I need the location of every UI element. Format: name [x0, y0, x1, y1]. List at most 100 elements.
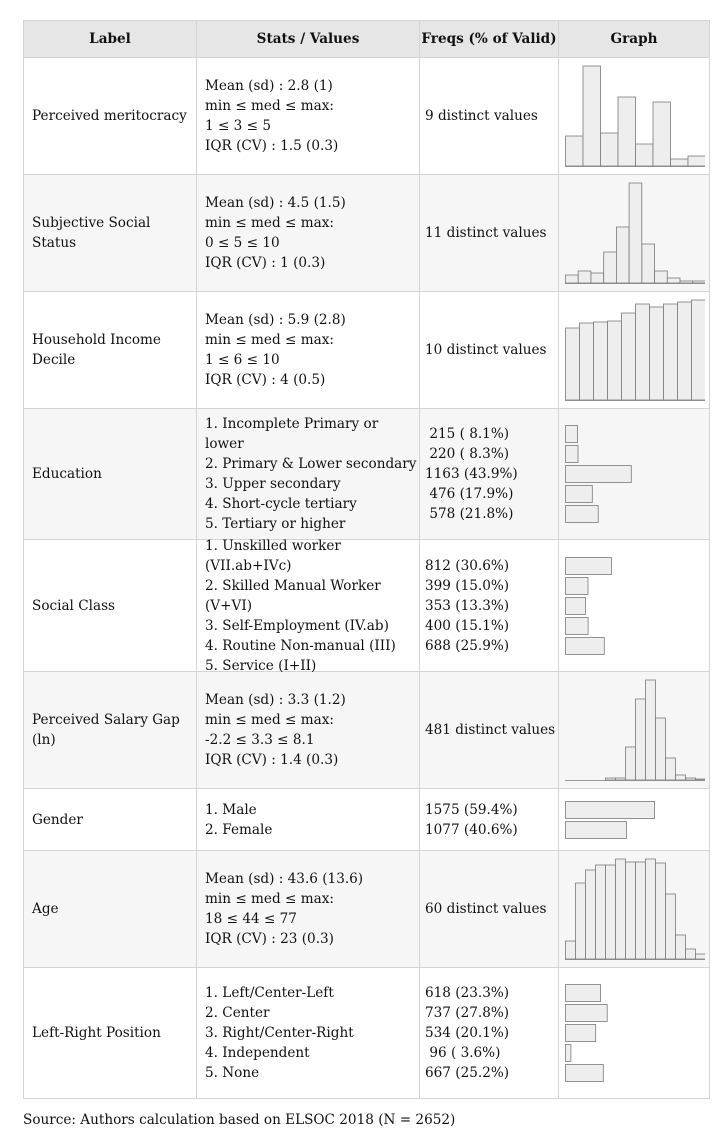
stats-cell: Mean (sd) : 2.8 (1) min ≤ med ≤ max: 1 ≤ 3…	[196, 58, 419, 174]
stats-line: IQR (CV) : 4 (0.5)	[205, 372, 326, 388]
freq-line: 96 ( 3.6%)	[425, 1045, 501, 1061]
freq-line: 11 distinct values	[425, 225, 547, 241]
stats-line: 0 ≤ 5 ≤ 10	[205, 235, 280, 251]
freq-bar	[565, 800, 655, 819]
histogram	[565, 679, 705, 781]
stats-line: Mean (sd) : 4.5 (1.5)	[205, 195, 346, 211]
histogram-bar	[605, 864, 616, 960]
stats-line: 4. Short-cycle tertiary	[205, 496, 357, 512]
histogram-bar	[565, 135, 584, 167]
histogram-bar	[649, 306, 664, 401]
histogram-bar	[617, 96, 636, 167]
freq-line: 578 (21.8%)	[425, 506, 514, 522]
histogram-bar	[685, 948, 696, 960]
histogram-bar	[663, 303, 678, 401]
histogram-bar	[652, 101, 671, 167]
summary-table: Label Stats / Values Freqs (% of Valid) …	[23, 20, 710, 1099]
freq-bar	[565, 1004, 608, 1022]
histogram-bar	[679, 280, 694, 284]
graph-cell	[558, 292, 710, 408]
freqs-cell: 812 (30.6%) 399 (15.0%) 353 (13.3%) 400 (15…	[419, 540, 558, 671]
histogram-bar	[603, 251, 617, 284]
stats-line: min ≤ med ≤ max:	[205, 712, 334, 728]
stats-line: 1. Male	[205, 801, 257, 818]
freq-line: 9 distinct values	[425, 108, 538, 124]
table-row: Perceived Salary Gap (ln) Mean (sd) : 3.3…	[23, 672, 710, 789]
stats-line: 5. Tertiary or higher	[205, 516, 346, 532]
variable-label: Perceived meritocracy	[23, 58, 196, 174]
histogram-bar	[675, 774, 686, 781]
graph-cell	[558, 968, 710, 1098]
histogram-bar	[607, 320, 622, 401]
stats-cell: 1. Incomplete Primary or lower 2. Primary…	[196, 409, 419, 539]
stats-line: 1 ≤ 6 ≤ 10	[205, 352, 280, 368]
table-row: Education 1. Incomplete Primary or lower 2…	[23, 409, 710, 540]
stats-line: 5. None	[205, 1065, 260, 1081]
freqs-cell: 9 distinct values	[419, 58, 558, 174]
histogram-bar	[645, 679, 656, 781]
freq-bar	[565, 636, 605, 655]
freq-line: 476 (17.9%)	[425, 486, 514, 502]
freq-bar	[565, 1064, 604, 1082]
stats-line: 2. Primary & Lower secondary	[205, 456, 417, 472]
graph-cell	[558, 540, 710, 671]
histogram-bar	[687, 155, 705, 167]
histogram-bar	[677, 301, 692, 401]
table-row: Age Mean (sd) : 43.6 (13.6) min ≤ med ≤ ma…	[23, 851, 710, 968]
header-graph: Graph	[558, 21, 710, 57]
histogram-bar	[621, 312, 636, 401]
histogram-bar	[600, 132, 619, 167]
histogram-bar	[654, 270, 668, 284]
stats-cell: 1. Unskilled worker (VII.ab+IVc) 2. Skill…	[196, 538, 419, 674]
header-label: Label	[23, 21, 196, 57]
freq-bar	[565, 820, 627, 839]
stats-line: IQR (CV) : 1 (0.3)	[205, 255, 326, 271]
freq-line: 667 (25.2%)	[425, 1065, 510, 1081]
variable-label: Social Class	[23, 540, 196, 671]
freq-line: 353 (13.3%)	[425, 597, 510, 614]
bar-graph	[565, 556, 612, 655]
stats-cell: 1. Male 2. Female	[196, 789, 419, 850]
stats-line: IQR (CV) : 23 (0.3)	[205, 931, 334, 947]
stats-line: 3. Self-Employment (IV.ab)	[205, 617, 389, 634]
histogram-bar	[675, 934, 686, 960]
histogram-bar	[579, 322, 594, 401]
table-row: Left-Right Position 1. Left/Center-Left 2.…	[23, 968, 710, 1099]
histogram-bar	[635, 143, 654, 167]
variable-label: Education	[23, 409, 196, 539]
freqs-cell: 60 distinct values	[419, 851, 558, 967]
stats-line: 1. Unskilled worker (VII.ab+IVc)	[205, 537, 341, 574]
histogram-bar	[666, 277, 681, 284]
freq-bar	[565, 485, 593, 503]
histogram-bar	[695, 778, 705, 781]
stats-cell: Mean (sd) : 4.5 (1.5) min ≤ med ≤ max: 0 ≤…	[196, 175, 419, 291]
stats-line: Mean (sd) : 5.9 (2.8)	[205, 312, 346, 328]
histogram-bar	[565, 940, 576, 960]
stats-line: 18 ≤ 44 ≤ 77	[205, 911, 297, 927]
histogram-bar	[605, 777, 616, 781]
freq-line: 10 distinct values	[425, 342, 547, 358]
histogram-bar	[616, 226, 630, 284]
stats-line: Mean (sd) : 43.6 (13.6)	[205, 871, 364, 887]
stats-line: IQR (CV) : 1.4 (0.3)	[205, 752, 339, 768]
freq-line: 399 (15.0%)	[425, 577, 510, 594]
table-row: Perceived meritocracy Mean (sd) : 2.8 (1)…	[23, 58, 710, 175]
freq-line: 688 (25.9%)	[425, 637, 510, 654]
freq-bar	[565, 425, 579, 443]
histogram-bar	[665, 893, 676, 960]
graph-cell	[558, 409, 710, 539]
bar-graph	[565, 984, 608, 1082]
source-note: Source: Authors calculation based on ELS…	[23, 1112, 456, 1128]
freq-line: 1575 (59.4%)	[425, 801, 518, 818]
freq-bar	[565, 984, 601, 1002]
stats-cell: 1. Left/Center-Left 2. Center 3. Right/Cen…	[196, 968, 419, 1098]
histogram	[565, 182, 705, 284]
freqs-cell: 11 distinct values	[419, 175, 558, 291]
freq-line: 400 (15.1%)	[425, 617, 510, 634]
histogram-bar	[665, 757, 676, 781]
stats-line: 2. Center	[205, 1005, 270, 1021]
histogram-bar	[628, 182, 643, 284]
freq-bar	[565, 505, 599, 523]
histogram-bar	[565, 274, 579, 284]
histogram-bar	[635, 303, 650, 401]
